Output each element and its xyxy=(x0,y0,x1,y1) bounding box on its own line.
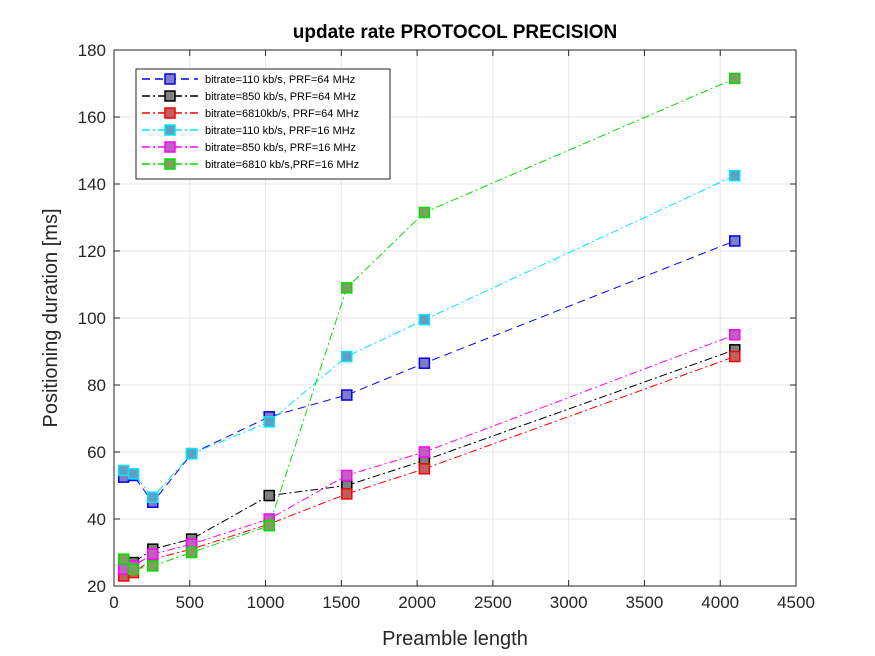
series-line xyxy=(123,334,735,570)
data-point xyxy=(147,491,159,503)
data-point xyxy=(117,563,130,575)
y-tick-label: 40 xyxy=(87,510,106,529)
x-tick-label: 500 xyxy=(176,593,204,612)
legend-marker-sample xyxy=(164,158,176,170)
data-point xyxy=(185,447,198,460)
legend-label: bitrate=110 kb/s, PRF=16 MHz xyxy=(205,125,355,137)
x-tick-label: 0 xyxy=(109,593,118,612)
series-line xyxy=(123,175,736,498)
series-4 xyxy=(117,169,741,503)
data-point xyxy=(418,446,431,458)
x-tick-label: 1500 xyxy=(322,593,360,612)
x-axis-title: Preamble length xyxy=(382,628,528,650)
data-point xyxy=(117,464,130,477)
x-tick-label: 1000 xyxy=(247,593,285,612)
data-point xyxy=(418,206,431,219)
data-point xyxy=(185,546,198,559)
data-point xyxy=(341,389,353,401)
legend: bitrate=110 kb/s, PRF=64 MHz bitrate=850 … xyxy=(135,68,391,180)
legend-marker-sample xyxy=(164,124,176,136)
legend-entry: bitrate=850 kb/s, PRF=64 MHz xyxy=(142,90,356,103)
data-point xyxy=(127,468,140,480)
x-tick-label: 3000 xyxy=(550,593,588,612)
data-point xyxy=(729,235,741,247)
data-point xyxy=(263,489,275,502)
x-tick-label: 2000 xyxy=(398,593,436,612)
legend-entry: bitrate=850 kb/s, PRF=16 MHz xyxy=(142,141,356,154)
data-point xyxy=(341,350,353,363)
legend-label: bitrate=850 kb/s, PRF=64 MHz xyxy=(205,91,356,103)
x-tick-label: 3500 xyxy=(626,593,664,612)
y-tick-label: 80 xyxy=(87,376,106,395)
data-point xyxy=(418,357,431,369)
legend-entry: bitrate=6810 kb/s,PRF=16 MHz xyxy=(142,158,359,171)
x-tick-label: 2500 xyxy=(474,593,512,612)
data-point xyxy=(729,350,741,363)
axis-ticks: 0 500 1000 1500 2000 2500 3000 3500 4000 4500 20 40… xyxy=(78,41,815,612)
data-point xyxy=(341,469,353,482)
data-point xyxy=(341,282,353,294)
data-point xyxy=(729,72,741,85)
legend-entry: bitrate=6810kb/s, PRF=64 MHz xyxy=(142,107,359,120)
y-tick-label: 100 xyxy=(78,309,106,328)
y-tick-label: 20 xyxy=(87,577,106,596)
data-point xyxy=(117,553,130,565)
series-6 xyxy=(117,72,741,575)
y-axis-title: Positioning duration [ms] xyxy=(40,208,62,427)
y-tick-label: 60 xyxy=(87,443,106,462)
data-point xyxy=(127,563,140,575)
data-point xyxy=(418,463,431,475)
legend-label: bitrate=6810kb/s, PRF=64 MHz xyxy=(205,108,359,120)
data-point xyxy=(729,329,741,341)
legend-marker-sample xyxy=(164,107,176,119)
series-group xyxy=(117,72,741,582)
legend-label: bitrate=110 kb/s, PRF=64 MHz xyxy=(205,74,355,86)
data-point xyxy=(263,416,275,428)
data-point xyxy=(147,548,159,560)
data-point xyxy=(729,169,741,182)
data-point xyxy=(147,560,159,572)
x-tick-label: 4500 xyxy=(777,593,815,612)
legend-entry: bitrate=110 kb/s, PRF=64 MHz xyxy=(142,73,355,86)
y-tick-label: 180 xyxy=(78,41,106,60)
data-point xyxy=(418,313,431,326)
legend-marker-sample xyxy=(164,141,176,153)
legend-label: bitrate=850 kb/s, PRF=16 MHz xyxy=(205,142,356,154)
legend-entry: bitrate=110 kb/s, PRF=16 MHz xyxy=(142,124,355,137)
y-tick-label: 160 xyxy=(78,108,106,127)
legend-marker-sample xyxy=(164,73,176,85)
chart-title: update rate PROTOCOL PRECISION xyxy=(293,22,617,43)
x-tick-label: 4000 xyxy=(701,593,739,612)
legend-label: bitrate=6810 kb/s,PRF=16 MHz xyxy=(205,159,359,171)
y-tick-label: 140 xyxy=(78,175,106,194)
legend-marker-sample xyxy=(164,90,176,102)
legend-box xyxy=(135,68,391,180)
y-tick-label: 120 xyxy=(78,242,106,261)
series-line xyxy=(123,356,735,577)
data-point xyxy=(263,519,275,532)
data-point xyxy=(341,488,353,500)
